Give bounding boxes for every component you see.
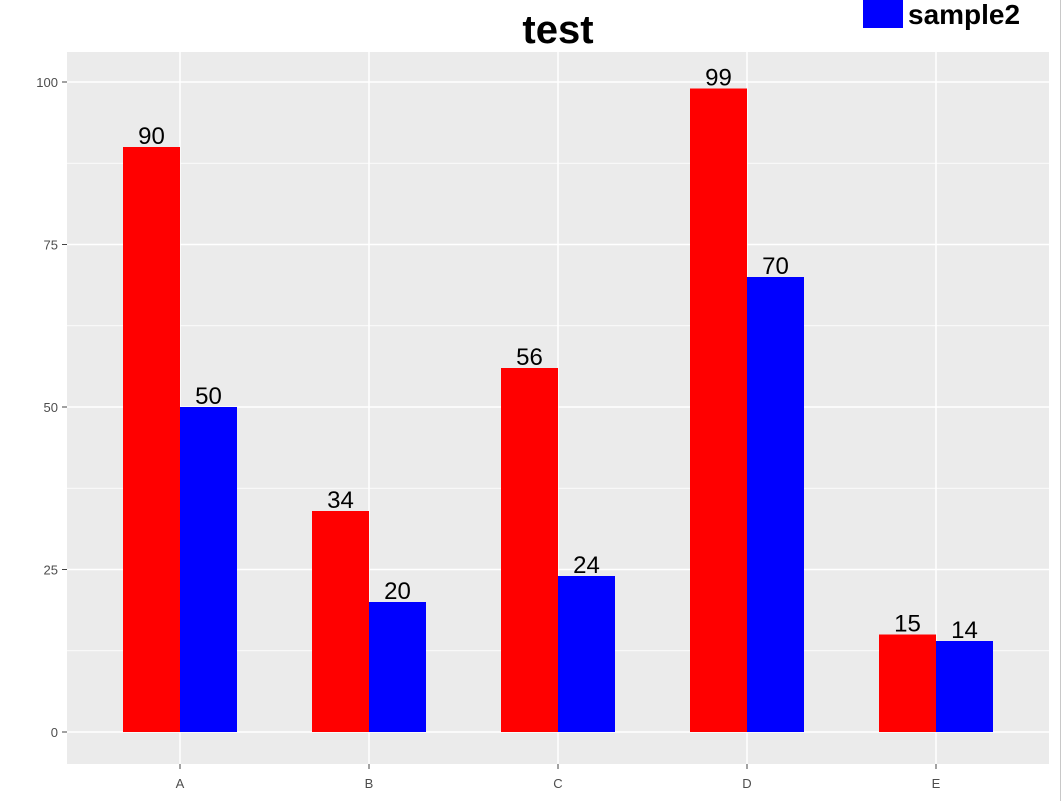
legend-label: sample2 (908, 0, 1020, 30)
data-label: 99 (705, 65, 732, 92)
data-label: 70 (762, 253, 789, 280)
bar (312, 511, 369, 732)
bar (879, 634, 936, 732)
y-tick-label: 50 (44, 400, 58, 415)
bar (123, 147, 180, 732)
y-tick-label: 75 (44, 238, 58, 253)
bar (690, 88, 747, 732)
y-tick-label: 0 (51, 725, 58, 740)
data-label: 50 (195, 383, 222, 410)
bar (747, 277, 804, 732)
y-tick-label: 100 (36, 75, 58, 90)
data-label: 90 (138, 123, 165, 150)
legend-key (863, 0, 903, 28)
bar (558, 576, 615, 732)
data-label: 20 (384, 578, 411, 605)
bar (369, 602, 426, 732)
data-label: 24 (573, 552, 600, 579)
window-edge (1060, 0, 1061, 801)
data-label: 56 (516, 344, 543, 371)
data-label: 14 (951, 617, 978, 644)
bar (501, 368, 558, 732)
x-tick-label: A (176, 776, 185, 791)
data-label: 34 (327, 487, 354, 514)
x-tick-label: E (932, 776, 941, 791)
x-tick-label: C (553, 776, 562, 791)
bar (936, 641, 993, 732)
bar (180, 407, 237, 732)
chart-title: test (522, 8, 593, 52)
y-tick-label: 25 (44, 563, 58, 578)
x-tick-label: D (742, 776, 751, 791)
data-label: 15 (894, 611, 921, 638)
x-tick-label: B (365, 776, 374, 791)
